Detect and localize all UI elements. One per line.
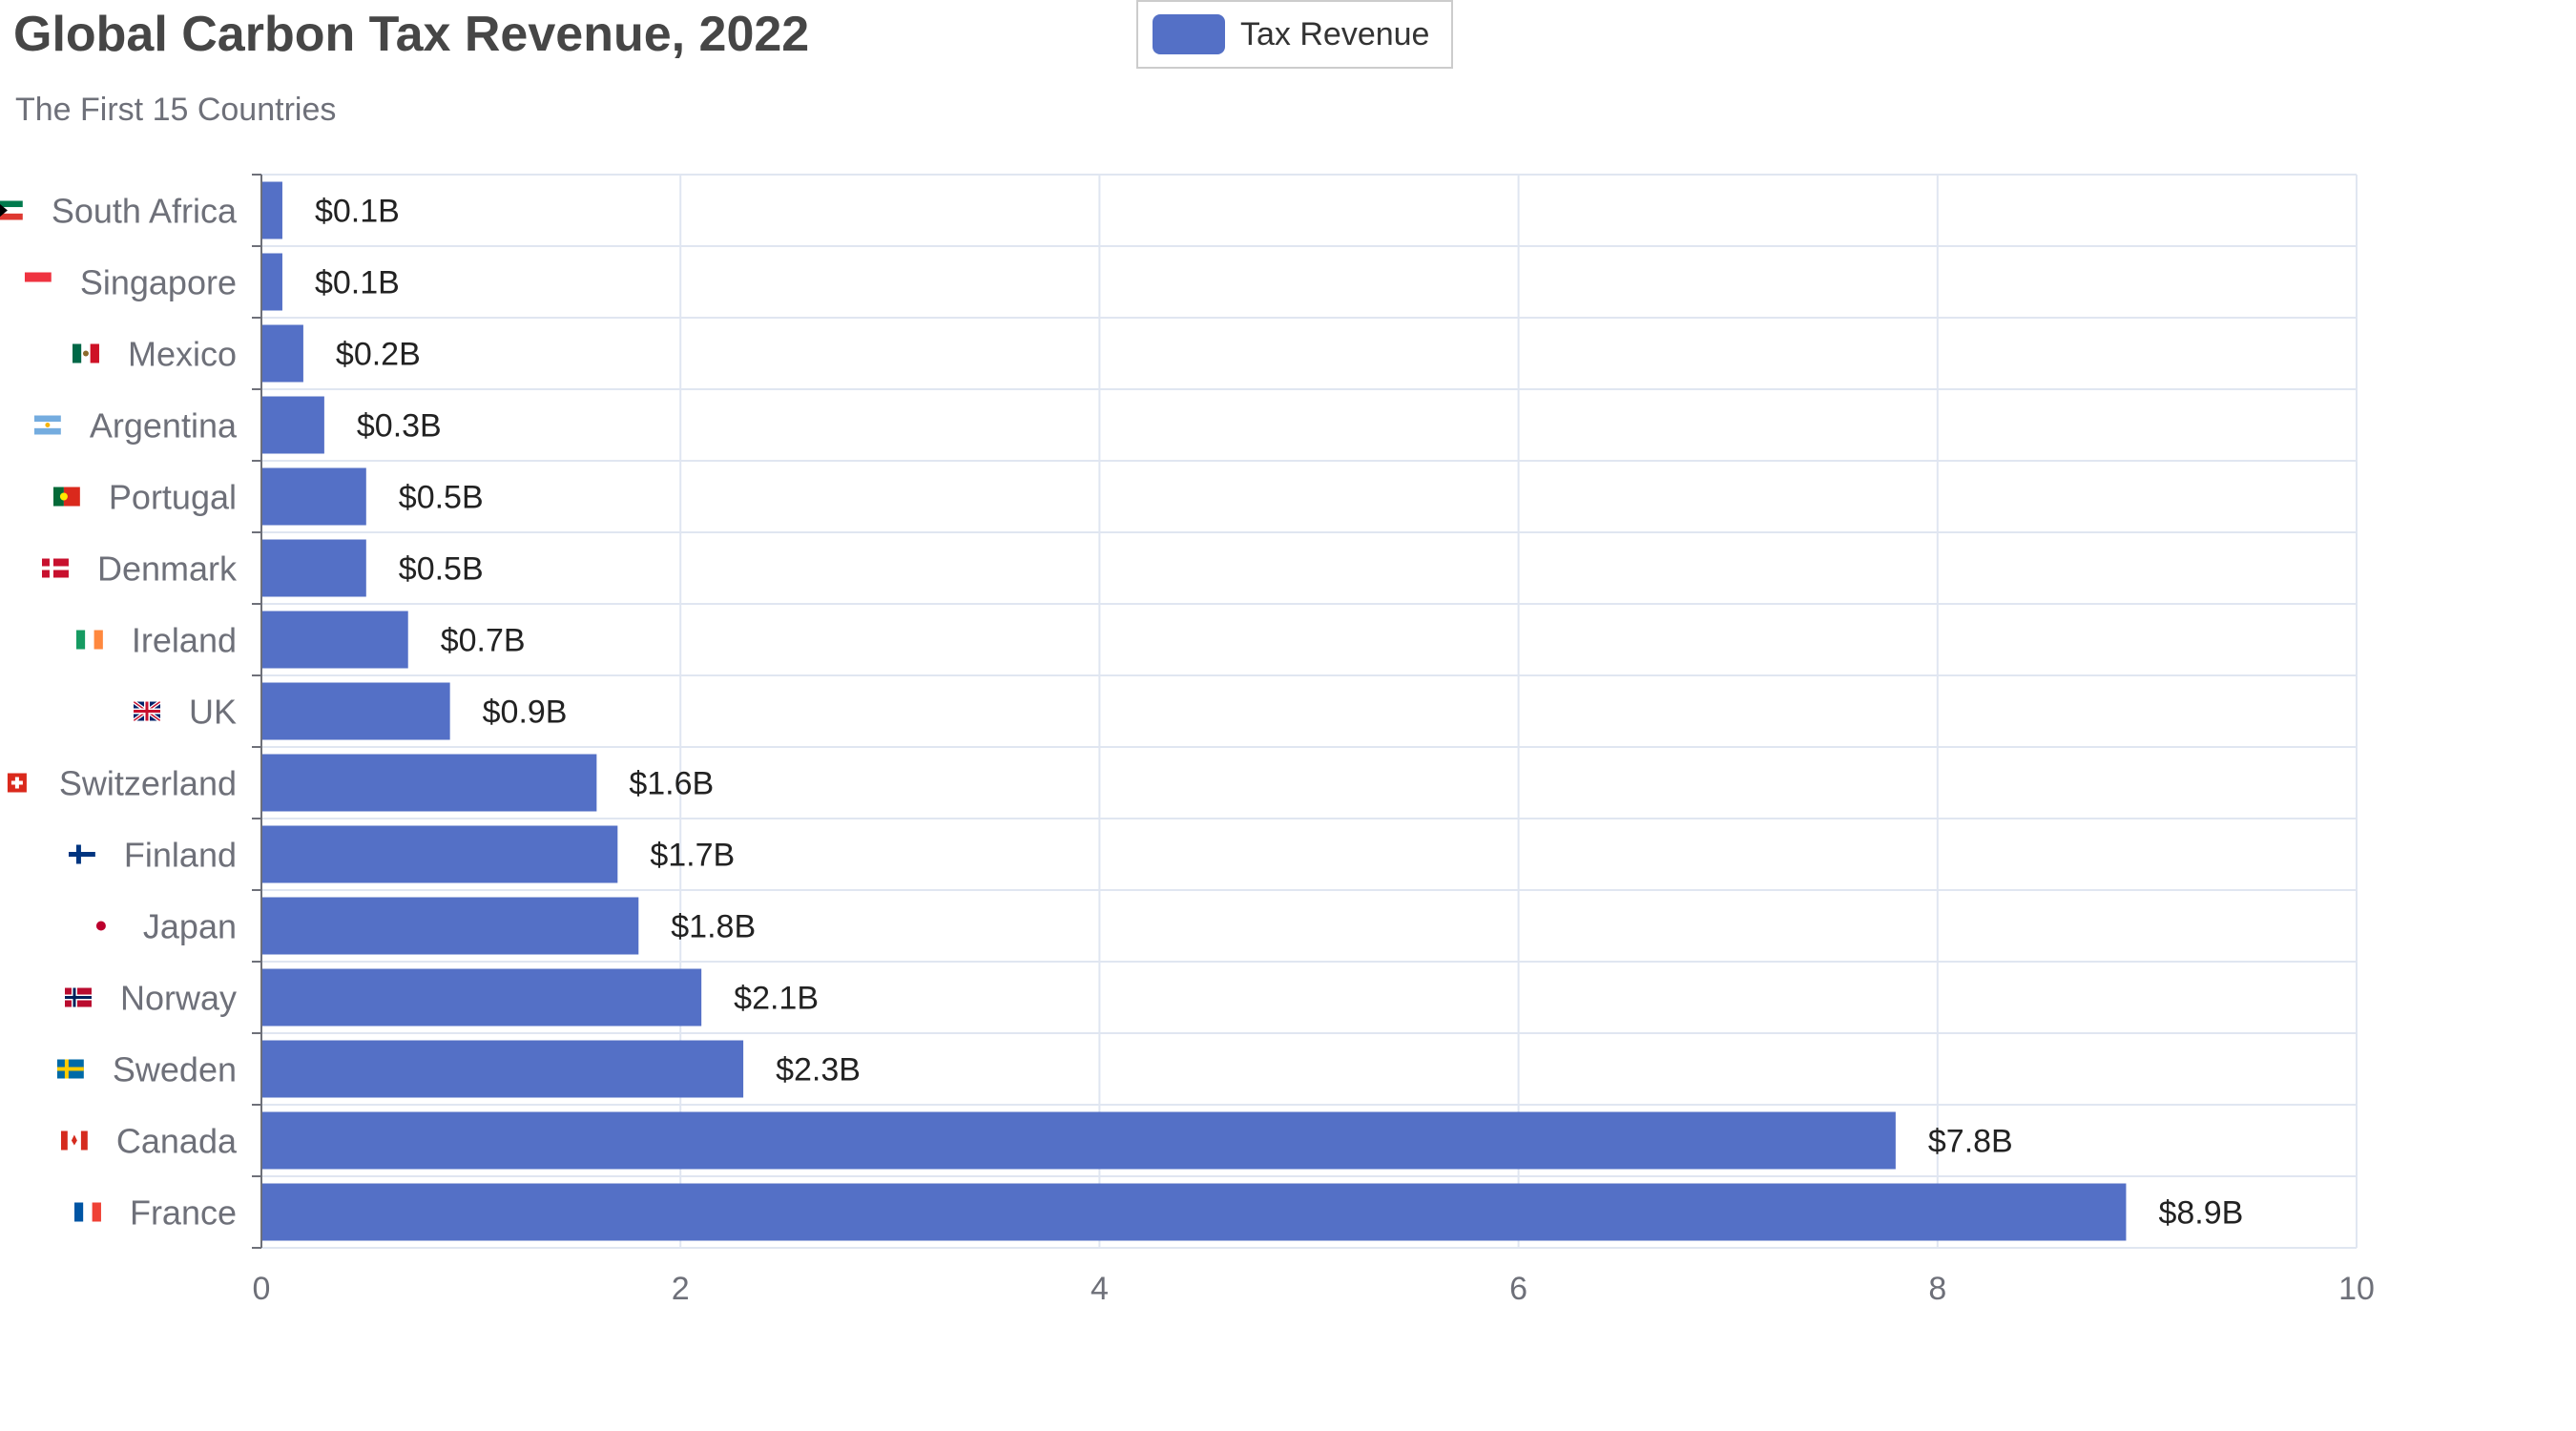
value-label: $0.5B (399, 480, 484, 516)
singapore-flag-icon (24, 272, 52, 292)
bar-portugal[interactable] (261, 467, 366, 526)
denmark-flag-icon (41, 558, 69, 578)
ireland-flag-icon (75, 630, 103, 650)
bar-mexico[interactable] (261, 324, 303, 383)
category-label: France (130, 1193, 237, 1233)
bar-canada[interactable] (261, 1111, 1896, 1170)
bar-uk[interactable] (261, 682, 450, 740)
category-label: Argentina (90, 406, 238, 446)
category-label: Ireland (132, 621, 237, 660)
value-label: $2.1B (734, 981, 819, 1017)
grid (260, 174, 2358, 1249)
bar-sweden[interactable] (261, 1040, 744, 1098)
norway-flag-icon (64, 987, 92, 1007)
labels: $0.1B South Africa $0.1B Singapore $0.2B Mexi… (0, 192, 2375, 1307)
portugal-flag-icon (52, 487, 80, 507)
x-tick-label: 10 (2338, 1271, 2375, 1307)
value-label: $8.9B (2158, 1195, 2243, 1232)
axes (252, 174, 262, 1249)
x-tick-label: 8 (1928, 1271, 1946, 1307)
category-label: Mexico (128, 335, 237, 374)
category-label: Singapore (80, 263, 237, 302)
bars (261, 181, 2127, 1241)
bar-ireland[interactable] (261, 611, 408, 669)
category-label: Sweden (113, 1050, 237, 1089)
value-label: $0.1B (315, 194, 400, 230)
uk-flag-icon (133, 701, 160, 721)
legend-label-tax-revenue: Tax Revenue (1240, 15, 1430, 52)
value-label: $7.8B (1928, 1124, 2013, 1160)
x-tick-label: 0 (253, 1271, 271, 1307)
france-flag-icon (73, 1202, 101, 1222)
switzerland-flag-icon (7, 773, 27, 793)
canada-flag-icon (60, 1130, 88, 1151)
legend[interactable]: Tax Revenue (1136, 0, 1453, 69)
value-label: $0.1B (315, 265, 400, 301)
category-label: Portugal (109, 478, 237, 517)
category-label: Japan (143, 907, 237, 946)
category-label: Finland (124, 836, 237, 875)
value-label: $1.7B (650, 838, 735, 874)
chart-subtitle: The First 15 Countries (15, 92, 337, 128)
chart-title: Global Carbon Tax Revenue, 2022 (13, 7, 810, 62)
value-label: $2.3B (776, 1052, 861, 1089)
value-label: $0.2B (336, 337, 421, 373)
x-tick-label: 2 (672, 1271, 690, 1307)
value-label: $0.9B (483, 695, 568, 731)
value-label: $1.8B (671, 909, 756, 945)
bar-japan[interactable] (261, 897, 639, 955)
category-label: Denmark (97, 550, 238, 589)
bar-norway[interactable] (261, 968, 702, 1027)
value-label: $0.7B (441, 623, 526, 659)
category-label: Norway (120, 979, 237, 1018)
bar-denmark[interactable] (261, 539, 366, 597)
bar-finland[interactable] (261, 825, 618, 883)
x-tick-label: 6 (1509, 1271, 1527, 1307)
bar-france[interactable] (261, 1183, 2127, 1241)
x-tick-label: 4 (1091, 1271, 1109, 1307)
value-label: $1.6B (629, 766, 714, 802)
argentina-flag-icon (33, 415, 61, 435)
value-label: $0.3B (357, 408, 442, 445)
category-label: South Africa (52, 192, 238, 231)
bar-south-africa[interactable] (261, 181, 282, 239)
japan-flag-icon (87, 916, 114, 936)
category-label: Switzerland (59, 764, 237, 803)
legend-swatch (1153, 14, 1225, 54)
category-label: UK (189, 693, 237, 732)
bar-switzerland[interactable] (261, 754, 597, 812)
mexico-flag-icon (72, 343, 99, 363)
bar-argentina[interactable] (261, 396, 324, 454)
south-africa-flag-icon (0, 200, 23, 220)
finland-flag-icon (68, 844, 95, 864)
bar-singapore[interactable] (261, 253, 282, 311)
value-label: $0.5B (399, 551, 484, 588)
category-label: Canada (116, 1122, 238, 1161)
sweden-flag-icon (56, 1059, 84, 1079)
